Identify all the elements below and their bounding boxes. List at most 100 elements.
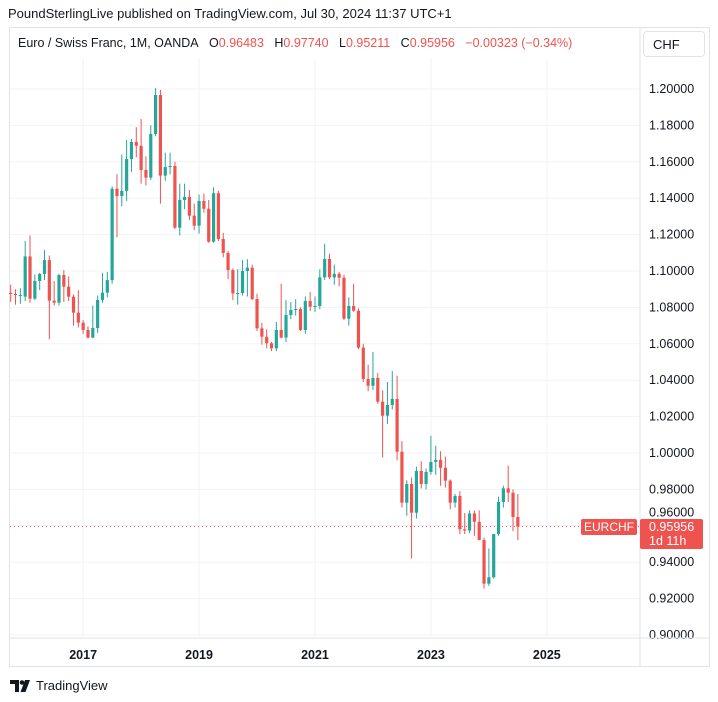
y-tick-label: 0.94000 xyxy=(649,555,694,569)
candle-body xyxy=(366,378,370,386)
candle xyxy=(168,152,172,175)
candle-body xyxy=(197,200,201,226)
candle xyxy=(376,372,380,404)
candle xyxy=(120,154,124,207)
candle-body xyxy=(501,488,505,502)
candle xyxy=(100,272,105,303)
candle-body xyxy=(448,480,452,503)
candle-body xyxy=(18,295,22,297)
candle-body xyxy=(182,196,187,201)
candle xyxy=(308,291,312,312)
candle xyxy=(231,268,235,301)
y-tick-label: 1.10000 xyxy=(649,264,694,278)
chart-frame xyxy=(9,27,710,667)
candle xyxy=(139,119,143,184)
candle xyxy=(211,187,216,243)
y-tick-label: 1.02000 xyxy=(649,410,694,424)
candle-body xyxy=(323,258,327,278)
candle xyxy=(400,441,404,508)
candle-body xyxy=(438,459,443,468)
candle-body xyxy=(463,529,467,531)
candle-body xyxy=(178,200,182,228)
candle xyxy=(511,489,515,532)
y-tick-label: 0.98000 xyxy=(649,482,694,496)
candle xyxy=(390,371,394,410)
candle-body xyxy=(23,256,27,297)
candle-body xyxy=(409,483,414,513)
candle-body xyxy=(144,169,148,178)
candle-body xyxy=(81,322,85,330)
candle xyxy=(42,250,47,281)
y-tick-label: 1.20000 xyxy=(649,82,694,96)
candle xyxy=(9,284,13,302)
candle-body xyxy=(168,165,172,168)
candle xyxy=(154,88,158,137)
symbol-legend: Euro / Swiss Franc, 1M, OANDA O0.96483 H… xyxy=(18,36,572,50)
candle xyxy=(458,491,462,534)
candle-body xyxy=(405,483,409,503)
y-tick-label: 1.06000 xyxy=(649,337,694,351)
candle xyxy=(279,283,283,339)
candle-body xyxy=(467,513,472,531)
currency-button[interactable]: CHF xyxy=(643,31,705,57)
candle xyxy=(207,200,211,243)
candle xyxy=(366,364,370,392)
candle xyxy=(429,435,433,475)
candle xyxy=(371,351,375,391)
candle xyxy=(496,496,501,536)
candle xyxy=(405,480,409,516)
candle xyxy=(13,289,18,305)
candle xyxy=(294,299,298,316)
candle xyxy=(192,203,196,231)
candle xyxy=(129,139,134,172)
candle-body xyxy=(477,521,481,540)
candle-body xyxy=(361,347,365,379)
candle-body xyxy=(202,200,206,209)
candle xyxy=(342,274,346,321)
candle xyxy=(158,89,163,204)
candle-body xyxy=(352,305,356,311)
candle-body xyxy=(385,404,390,416)
candle-body xyxy=(414,471,419,513)
bar-countdown: 1d 11h xyxy=(649,534,687,548)
candle xyxy=(81,320,85,334)
candle xyxy=(144,156,148,186)
candle-body xyxy=(62,275,66,287)
candle-body xyxy=(356,310,361,348)
candle-body xyxy=(52,300,56,303)
candle-body xyxy=(245,267,249,271)
candle xyxy=(240,260,245,296)
candle xyxy=(385,382,390,424)
candle xyxy=(197,194,201,234)
candle-body xyxy=(327,258,332,278)
tradingview-logo[interactable]: TradingView xyxy=(10,678,108,693)
candle-body xyxy=(240,271,245,294)
candle-body xyxy=(96,299,100,328)
close-value: 0.95956 xyxy=(409,36,455,50)
candle-body xyxy=(226,252,230,271)
candle-body xyxy=(443,467,447,481)
candle xyxy=(434,445,438,475)
candle-body xyxy=(71,296,76,313)
candle-body xyxy=(139,145,143,170)
candle-body xyxy=(207,208,211,242)
candle-body xyxy=(289,309,293,316)
symbol-price-tag: EURCHF xyxy=(581,519,637,535)
candle-body xyxy=(332,273,336,278)
candle-body xyxy=(173,165,177,228)
candle xyxy=(506,465,510,503)
candle xyxy=(110,186,114,284)
candle-body xyxy=(255,299,259,329)
candle-body xyxy=(236,293,240,295)
candle-body xyxy=(274,329,278,349)
candle xyxy=(236,269,240,305)
candle xyxy=(303,296,307,334)
candle xyxy=(125,139,129,201)
publish-info: PoundSterlingLive published on TradingVi… xyxy=(8,6,452,21)
candle xyxy=(438,451,443,486)
y-tick-label: 1.00000 xyxy=(649,446,694,460)
x-tick-label: 2023 xyxy=(417,648,445,662)
candle xyxy=(332,264,336,285)
candle-body xyxy=(100,292,105,300)
